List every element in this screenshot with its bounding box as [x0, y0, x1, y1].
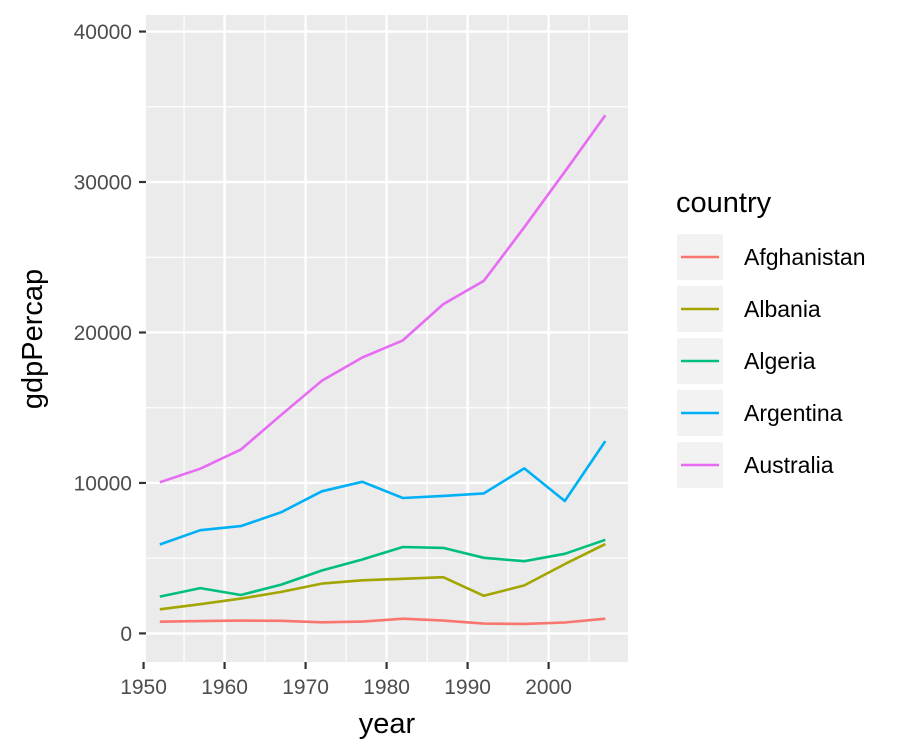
- legend: country Afghanistan Albania Algeria Argenti…: [676, 187, 865, 488]
- x-tick-label: 1960: [201, 676, 248, 699]
- legend-label: Afghanistan: [744, 244, 865, 270]
- y-tick-label: 40000: [74, 21, 132, 44]
- legend-label: Albania: [744, 296, 821, 322]
- series-line-algeria: [159, 538, 606, 598]
- legend-item-australia: Australia: [677, 442, 834, 488]
- y-tick-label: 20000: [74, 322, 132, 345]
- legend-label: Argentina: [744, 400, 843, 426]
- axis-ticks: [139, 30, 550, 669]
- y-axis-title: gdpPercap: [17, 269, 49, 409]
- y-tick-label: 10000: [74, 472, 132, 495]
- x-tick-label: 1990: [444, 676, 491, 699]
- series-line-albania: [159, 542, 606, 611]
- series-line-australia: [159, 114, 607, 484]
- x-axis-title: year: [359, 708, 416, 740]
- legend-item-albania: Albania: [677, 286, 821, 332]
- series-lines: [159, 114, 607, 626]
- legend-label: Algeria: [744, 348, 816, 374]
- series-line-argentina: [159, 440, 607, 546]
- x-tick-label: 1970: [282, 676, 329, 699]
- y-tick-label: 0: [120, 623, 132, 646]
- tick-labels: 1950 1960 1970 1980 1990 20000100002000030000…: [74, 21, 572, 699]
- y-tick-label: 30000: [74, 172, 132, 195]
- major-gridlines: [142, 15, 628, 662]
- legend-item-afghanistan: Afghanistan: [677, 234, 865, 280]
- legend-item-algeria: Algeria: [677, 338, 816, 384]
- x-tick-label: 1950: [120, 676, 167, 699]
- x-tick-label: 1980: [363, 676, 410, 699]
- x-tick-label: 2000: [525, 676, 572, 699]
- legend-label: Australia: [744, 452, 834, 478]
- legend-title: country: [676, 187, 772, 219]
- legend-item-argentina: Argentina: [677, 390, 843, 436]
- series-line-afghanistan: [159, 617, 606, 626]
